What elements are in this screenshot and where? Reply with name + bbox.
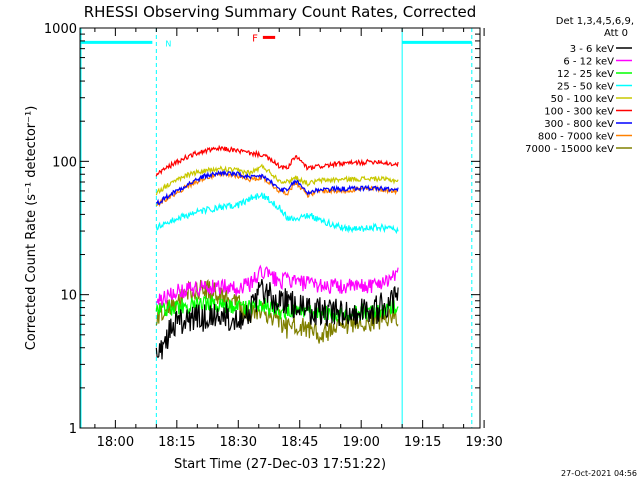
y-tick-label: 100	[52, 155, 77, 170]
x-tick-label: 19:30	[465, 435, 502, 450]
series-line-8	[155, 278, 399, 344]
night-label: N	[165, 39, 171, 48]
x-tick-label: 18:30	[220, 435, 257, 450]
legend-entry: 7000 - 15000 keV	[525, 144, 614, 155]
legend-header: Att 0	[604, 28, 628, 39]
legend-entry: 6 - 12 keV	[563, 57, 614, 68]
series-line-6	[155, 169, 399, 206]
series-line-3	[155, 192, 399, 235]
chart-title: RHESSI Observing Summary Count Rates, Co…	[84, 3, 477, 21]
footer-date: 27-Oct-2021 04:56	[561, 469, 637, 478]
series-line-4	[155, 163, 399, 196]
y-tick-label: 1000	[44, 22, 77, 37]
x-tick-label: 19:00	[342, 435, 379, 450]
y-axis-label: Corrected Count Rate (s⁻¹ detector⁻¹)	[24, 106, 39, 351]
plot-frame	[79, 27, 481, 429]
series-line-1	[156, 264, 399, 306]
x-tick-label: 18:00	[97, 435, 134, 450]
y-tick-label: 10	[60, 289, 77, 304]
x-tick-label: 18:45	[281, 435, 318, 450]
legend-entry: 25 - 50 keV	[557, 82, 614, 93]
x-tick-label: 18:15	[158, 435, 195, 450]
series-line-5	[155, 144, 399, 177]
flare-label: F	[252, 33, 258, 44]
legend: Det 1,3,4,5,6,9,Att 0 3 - 6 keV 6 - 12 keV…	[525, 16, 634, 155]
legend-entry: 800 - 7000 keV	[538, 132, 614, 143]
legend-entry: 12 - 25 keV	[557, 69, 614, 80]
x-tick-label: 19:15	[404, 435, 441, 450]
legend-entry: 300 - 800 keV	[544, 119, 614, 130]
legend-entry: 50 - 100 keV	[551, 94, 615, 105]
series-line-0	[155, 279, 399, 360]
y-tick-label: 1	[69, 422, 77, 437]
series-line-7	[156, 171, 399, 208]
legend-entry: 3 - 6 keV	[570, 44, 614, 55]
axis-ticks: 18:00 18:15 18:30 18:45 19:00 19:15 19:30 1 10 10…	[44, 22, 503, 450]
x-axis-label: Start Time (27-Dec-03 17:51:22)	[174, 457, 386, 472]
legend-entry: 100 - 300 keV	[544, 107, 614, 118]
legend-header: Det 1,3,4,5,6,9,	[556, 16, 634, 27]
